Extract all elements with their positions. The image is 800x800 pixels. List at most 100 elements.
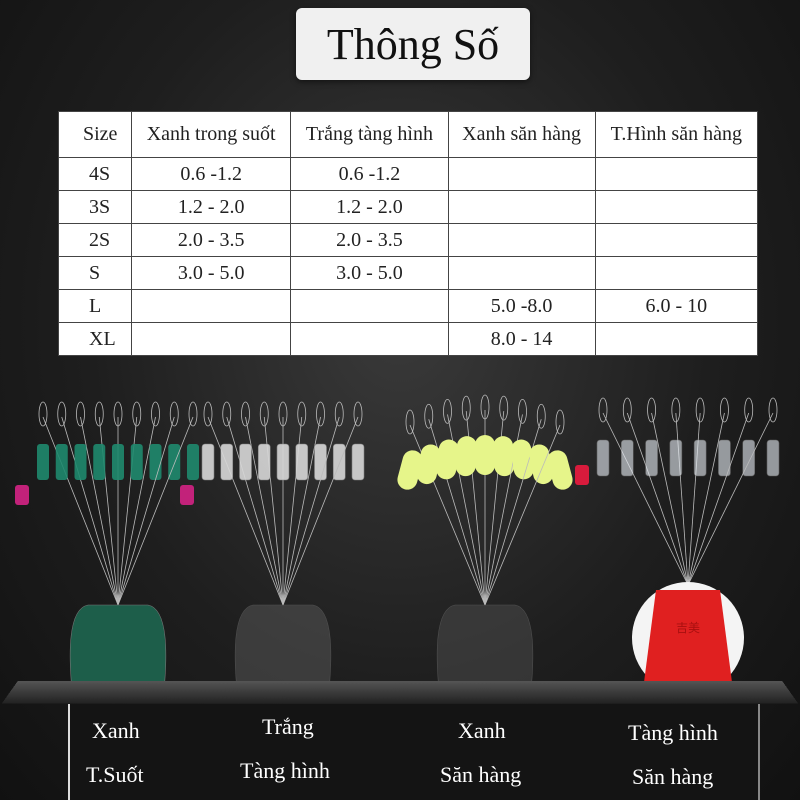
range-cell — [290, 289, 449, 323]
size-cell: S — [58, 256, 132, 290]
wire-loop — [768, 397, 778, 423]
stopper-bead — [220, 443, 234, 481]
line-wire — [117, 416, 156, 606]
wire-loop — [297, 401, 307, 427]
label-4-line2: Săn hàng — [632, 764, 714, 789]
stopper-bead — [596, 439, 610, 477]
line-wire — [687, 412, 725, 586]
stopper-bead — [529, 444, 554, 485]
wire-loop — [480, 394, 490, 420]
range-cell: 3.0 - 5.0 — [130, 256, 292, 290]
wire-loop — [188, 401, 198, 427]
stopper-bead — [239, 443, 252, 481]
wire-loop — [744, 397, 754, 423]
line-wire — [117, 416, 175, 606]
stopper-bead — [620, 439, 634, 477]
wire-loop — [555, 409, 565, 435]
wire-loop — [720, 397, 729, 423]
size-cell: 4S — [58, 157, 132, 191]
range-cell — [130, 322, 292, 356]
table-row: S 3.0 - 5.0 3.0 - 5.0 — [58, 256, 759, 290]
stopper-bead — [455, 436, 477, 477]
line-wire — [282, 416, 340, 606]
line-wire — [226, 416, 284, 606]
line-wire — [117, 416, 194, 606]
range-cell — [447, 223, 596, 257]
range-cell: 0.6 -1.2 — [290, 157, 449, 191]
stopper-bead — [493, 436, 515, 477]
range-cell: 0.6 -1.2 — [130, 157, 292, 191]
wire-loop — [151, 401, 160, 427]
range-cell — [594, 256, 759, 290]
label-1-line2: T.Suốt — [86, 762, 144, 787]
stopper-end-bead — [575, 465, 589, 485]
stopper-bead — [397, 450, 423, 490]
wire-loop — [353, 401, 363, 427]
line-wire — [282, 416, 359, 606]
range-cell: 3.0 - 5.0 — [290, 256, 449, 290]
stopper-bead — [669, 439, 683, 477]
range-cell — [447, 157, 596, 191]
wire-loop — [499, 395, 509, 421]
stopper-bead — [55, 444, 68, 480]
range-cell — [290, 322, 449, 356]
wire-loop — [518, 398, 527, 424]
stopper-bead — [766, 439, 780, 477]
stopper-bead — [645, 439, 658, 477]
wire-loop — [598, 397, 608, 423]
table-row: 3S 1.2 - 2.0 1.2 - 2.0 — [58, 190, 759, 224]
stopper-bead — [74, 444, 87, 480]
wire-loop — [113, 401, 123, 427]
line-wire — [675, 412, 689, 586]
stopper-bead — [295, 443, 309, 481]
stopper-bead — [93, 444, 106, 480]
label-2-line1: Trắng — [262, 714, 314, 739]
stopper-bead — [149, 444, 162, 480]
column-header: T.Hình săn hàng — [594, 111, 759, 158]
wire-loop — [461, 395, 471, 421]
stopper-bead — [201, 443, 215, 481]
wire-loop — [259, 401, 269, 427]
stopper-holder — [234, 604, 332, 700]
range-cell — [594, 223, 759, 257]
stopper-bead — [416, 444, 441, 485]
table-row: L 5.0 -8.0 6.0 - 10 — [58, 289, 759, 323]
line-wire — [687, 412, 750, 586]
wire-loop — [671, 397, 681, 423]
line-wire — [61, 416, 119, 606]
line-wire — [687, 412, 774, 586]
stopper-holder — [69, 604, 167, 700]
stopper-bead — [187, 444, 199, 480]
column-header: Size — [58, 111, 132, 158]
product-illustration: 吉美 — [15, 394, 780, 700]
line-wire — [80, 416, 119, 606]
range-cell — [447, 256, 596, 290]
stopper-bead — [351, 443, 365, 481]
wire-loop — [424, 403, 434, 429]
range-cell — [594, 190, 759, 224]
range-cell: 8.0 - 14 — [447, 322, 596, 356]
range-cell: 2.0 - 3.5 — [130, 223, 292, 257]
line-wire — [602, 412, 689, 586]
column-header: Trắng tàng hình — [290, 111, 449, 158]
stopper-bead — [130, 444, 143, 480]
wire-loop — [57, 401, 67, 427]
stopper-bead — [436, 439, 459, 480]
stopper-bead — [276, 443, 290, 481]
wire-loop — [695, 397, 705, 423]
wire-loop — [622, 397, 632, 423]
wire-loop — [405, 409, 415, 435]
table-header-row: Size Xanh trong suốt Trắng tàng hình Xanh s… — [58, 111, 759, 158]
range-cell: 6.0 - 10 — [594, 289, 759, 323]
range-cell: 1.2 - 2.0 — [130, 190, 292, 224]
size-cell: XL — [58, 322, 132, 356]
spec-table: Size Xanh trong suốt Trắng tàng hình Xanh s… — [58, 111, 759, 356]
wire-loop — [316, 401, 325, 427]
table-row: XL 8.0 - 14 — [58, 322, 759, 356]
column-header: Xanh săn hàng — [447, 111, 596, 158]
wire-loop — [76, 401, 85, 427]
page-title: Thông Số — [296, 8, 530, 80]
range-cell — [594, 157, 759, 191]
wire-loop — [647, 397, 656, 423]
wire-loop — [94, 401, 104, 427]
